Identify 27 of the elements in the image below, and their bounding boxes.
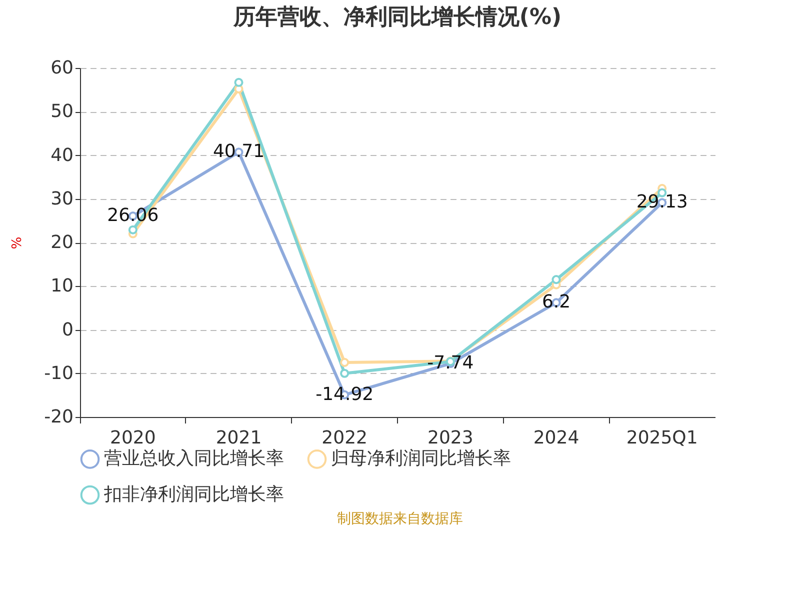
y-tick-label: 50 bbox=[50, 101, 74, 122]
chart-title: 历年营收、净利同比增长情况(%) bbox=[232, 5, 562, 30]
data-label: 26.06 bbox=[107, 205, 159, 226]
x-tick-label: 2022 bbox=[322, 428, 368, 448]
y-tick-label: 20 bbox=[50, 232, 74, 253]
x-tick-label: 2023 bbox=[428, 428, 474, 448]
y-tick-label: 30 bbox=[50, 188, 74, 210]
y-axis-title: % bbox=[10, 236, 26, 250]
y-tick-label: -20 bbox=[44, 406, 74, 428]
data-label: -14.92 bbox=[316, 384, 374, 405]
x-tick-label: 2024 bbox=[533, 428, 580, 448]
legend-label: 扣非净利润同比增长率 bbox=[103, 484, 284, 505]
y-tick-label: 40 bbox=[50, 144, 74, 166]
x-tick-label: 2025Q1 bbox=[626, 428, 698, 448]
legend-label: 营业总收入同比增长率 bbox=[104, 448, 284, 470]
legend-label: 归母净利润同比增长率 bbox=[331, 448, 511, 470]
data-label: -7.74 bbox=[427, 352, 474, 374]
text: 制图数据来自数据库 bbox=[336, 510, 464, 528]
data-label: 29.13 bbox=[636, 192, 688, 213]
y-tick-label: -10 bbox=[44, 362, 74, 384]
y-tick-label: 10 bbox=[50, 276, 74, 297]
y-tick-label: 0 bbox=[62, 319, 74, 340]
y-tick-label: 60 bbox=[50, 58, 74, 78]
data-label: 6.2 bbox=[542, 292, 571, 313]
x-tick-label: 2020 bbox=[110, 428, 156, 448]
x-tick-label: 2021 bbox=[216, 428, 262, 448]
data-label: 40.71 bbox=[212, 141, 265, 162]
